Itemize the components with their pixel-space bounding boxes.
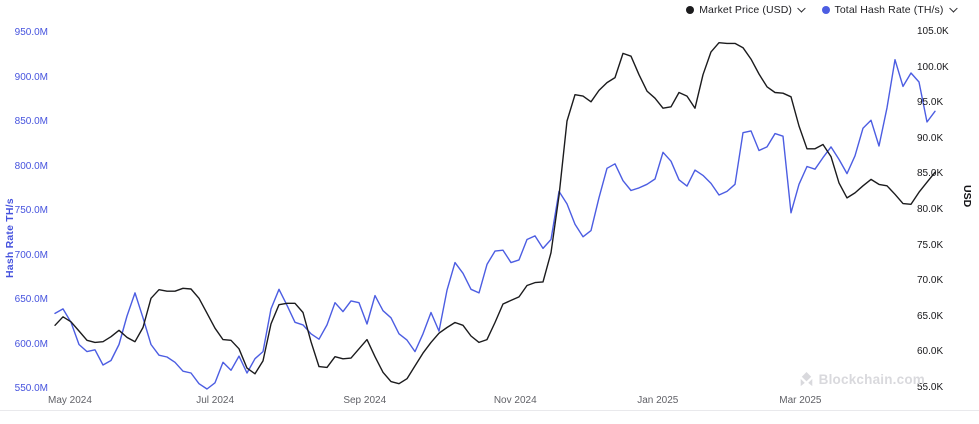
x-axis-tick-label: Jan 2025: [637, 395, 679, 406]
right-axis-tick-label: 90.0K: [917, 132, 944, 144]
left-axis-tick-label: 650.0M: [14, 294, 48, 305]
series-dot-icon: [686, 6, 695, 14]
x-axis-tick-label: Mar 2025: [779, 395, 822, 406]
left-axis-tick-label: 850.0M: [14, 116, 48, 127]
left-axis-tick-label: 750.0M: [14, 205, 48, 216]
left-axis-tick-label: 900.0M: [14, 71, 48, 83]
watermark-text: Blockchain.com: [818, 372, 925, 387]
left-axis-tick-label: 800.0M: [14, 160, 48, 172]
right-axis-tick-label: 75.0K: [917, 239, 944, 251]
left-axis-tick-label: 550.0M: [14, 383, 48, 394]
x-axis-tick-label: Jul 2024: [196, 395, 235, 406]
series-line-market-price: [54, 42, 936, 385]
x-axis-baseline: [0, 410, 979, 411]
legend-item-market-price[interactable]: Market Price (USD): [686, 2, 806, 18]
right-axis-tick-label: 70.0K: [917, 275, 944, 287]
legend-label: Market Price (USD): [699, 4, 793, 16]
series-dot-icon: [821, 6, 830, 14]
right-axis-tick-label: 100.0K: [917, 61, 949, 73]
blockchain-cube-icon: [800, 372, 812, 387]
x-axis-tick-label: Sep 2024: [343, 395, 387, 406]
chevron-down-icon: [797, 3, 806, 12]
x-axis-tick-label: May 2024: [47, 395, 92, 406]
right-axis-title: USD: [961, 185, 973, 208]
series-line-hash-rate: [54, 59, 936, 390]
blockchain-watermark: Blockchain.com: [799, 372, 925, 387]
x-axis-tick-label: Nov 2024: [493, 395, 537, 406]
legend-item-total-hash-rate[interactable]: Total Hash Rate (TH/s): [821, 2, 957, 18]
right-axis-tick-label: 105.0K: [917, 26, 949, 37]
left-axis-tick-label: 600.0M: [14, 338, 48, 350]
right-axis-tick-label: 65.0K: [917, 310, 944, 322]
left-axis-tick-label: 950.0M: [14, 27, 48, 38]
right-axis-tick-label: 80.0K: [917, 204, 944, 215]
left-axis-tick-label: 700.0M: [14, 249, 48, 261]
right-axis-tick-label: 60.0K: [917, 346, 944, 358]
right-axis-tick-label: 95.0K: [917, 97, 944, 109]
right-axis-tick-label: 85.0K: [917, 168, 944, 180]
legend-label: Total Hash Rate (TH/s): [834, 4, 944, 16]
chart-legend: Market Price (USD) Total Hash Rate (TH/s…: [686, 2, 957, 18]
right-axis-tick-label: 55.0K: [917, 382, 944, 393]
